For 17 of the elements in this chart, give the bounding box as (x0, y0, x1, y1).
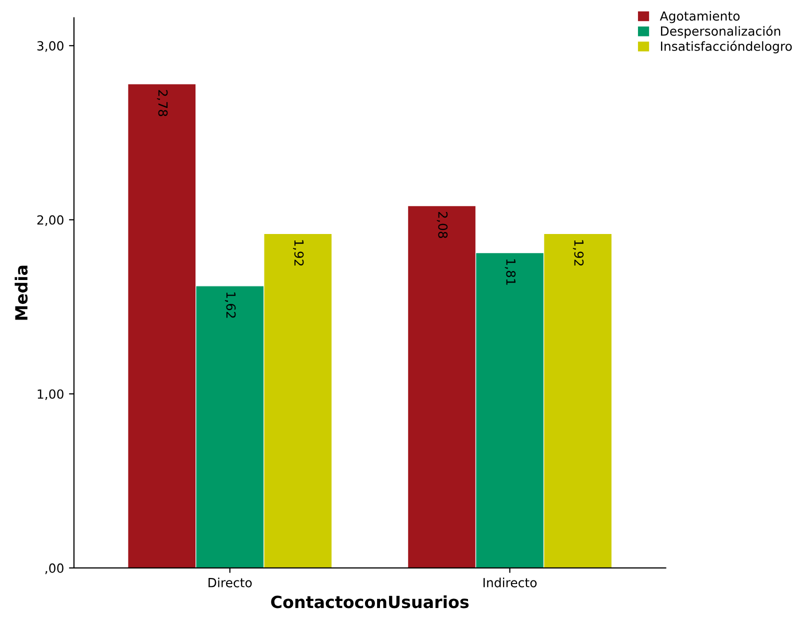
y-tick-label: ,00 (45, 563, 64, 574)
y-tick-label: 1,00 (38, 389, 64, 400)
data-label: 2,78 (156, 90, 168, 116)
x-axis-title: ContactoconUsuarios (271, 595, 469, 608)
data-label: 2,08 (436, 212, 448, 238)
data-label: 1,92 (572, 240, 584, 266)
y-tick-label: 2,00 (37, 215, 64, 226)
legend-label: Agotamiento (660, 11, 740, 24)
x-tick-label: Directo (208, 578, 252, 588)
data-label: 1,62 (224, 292, 236, 318)
y-axis-title: Media (14, 266, 28, 320)
y-tick-label: 3,00 (37, 41, 64, 52)
data-label: 1,92 (293, 240, 304, 266)
x-tick-label: Indirecto (484, 578, 537, 588)
legend-label: Despersonalización (661, 26, 780, 38)
data-label: 1,81 (504, 259, 516, 285)
legend-label: Insatisfaccióndelogro (661, 40, 792, 54)
